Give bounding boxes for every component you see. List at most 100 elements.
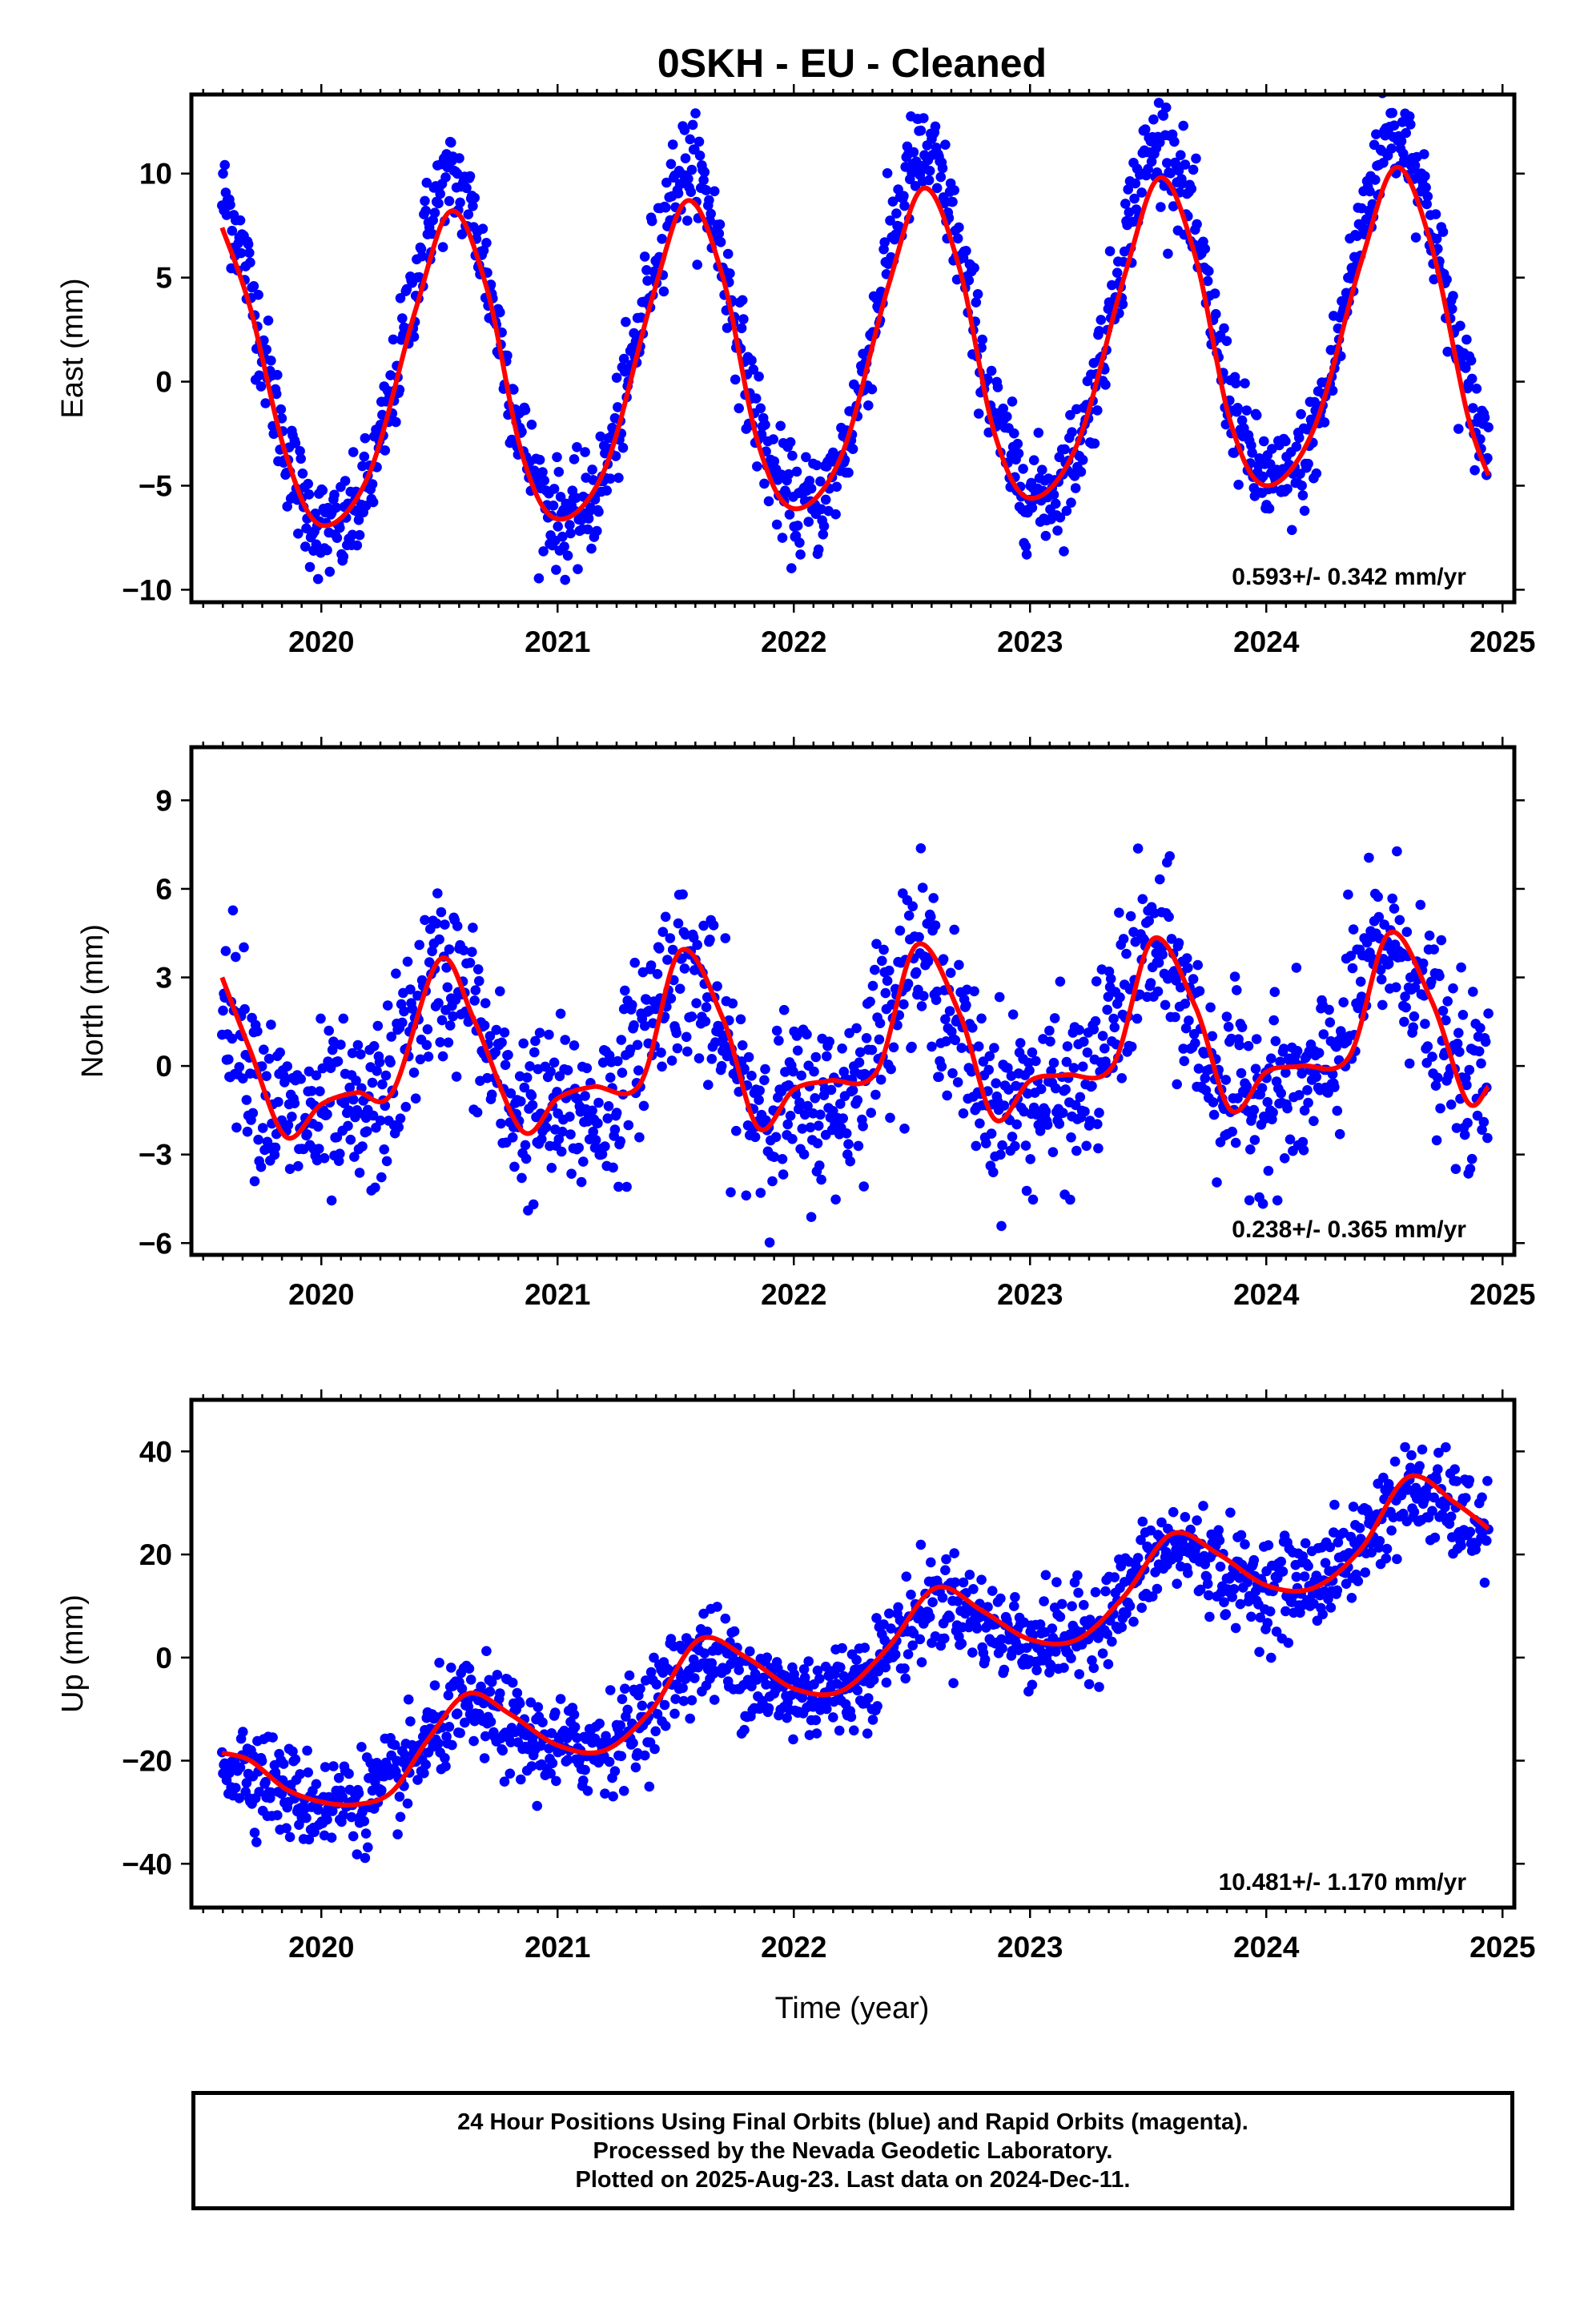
data-point <box>1298 1145 1309 1156</box>
data-point <box>680 153 691 163</box>
data-point <box>672 1043 683 1054</box>
data-point <box>312 573 324 585</box>
data-point <box>625 1044 636 1055</box>
data-point <box>1255 1612 1265 1623</box>
data-point <box>225 199 235 210</box>
data-point <box>754 1095 764 1105</box>
data-point <box>880 987 891 999</box>
data-point <box>588 1126 598 1137</box>
data-point <box>319 1152 330 1164</box>
data-point <box>763 1703 774 1714</box>
data-point <box>348 1831 359 1842</box>
data-point <box>1431 1135 1442 1146</box>
data-point <box>618 1786 629 1796</box>
data-point <box>468 1735 479 1747</box>
data-point <box>1040 1106 1051 1116</box>
data-point <box>660 202 671 213</box>
data-point <box>324 566 336 577</box>
data-point <box>297 468 308 479</box>
data-point <box>881 1677 892 1688</box>
data-point <box>708 920 719 931</box>
data-point <box>394 1791 405 1802</box>
data-point <box>1409 160 1421 171</box>
data-point <box>1479 1578 1490 1588</box>
data-point <box>616 1751 627 1762</box>
data-point <box>615 1720 625 1731</box>
data-point <box>894 221 905 232</box>
data-point <box>1464 1064 1475 1076</box>
y-axis-label: North (mm) <box>76 924 110 1078</box>
data-point <box>1074 1024 1084 1035</box>
data-point <box>810 1715 822 1726</box>
data-point <box>794 1097 805 1108</box>
data-point <box>600 1788 610 1799</box>
data-point <box>255 381 267 392</box>
data-point <box>927 1041 937 1052</box>
data-point <box>505 1088 517 1099</box>
data-point <box>754 371 764 382</box>
data-point <box>629 1020 639 1031</box>
data-point <box>1186 183 1197 195</box>
data-point <box>1404 1058 1415 1069</box>
data-point <box>787 450 798 461</box>
data-point <box>352 1105 363 1116</box>
data-point <box>1145 978 1156 988</box>
data-point <box>687 119 698 131</box>
data-point <box>517 1172 527 1184</box>
data-point <box>1325 1542 1336 1553</box>
data-point <box>377 1079 388 1090</box>
data-point <box>1220 1075 1232 1085</box>
data-point <box>633 1065 644 1076</box>
data-point <box>1097 1648 1108 1659</box>
data-point <box>764 1237 775 1248</box>
data-point <box>778 1004 790 1015</box>
data-point <box>572 442 582 452</box>
data-point <box>934 1072 944 1082</box>
data-point <box>1209 288 1220 299</box>
data-point <box>1184 1015 1194 1026</box>
data-point <box>846 1711 857 1723</box>
data-point <box>1168 1506 1179 1518</box>
data-point <box>835 1099 846 1109</box>
data-point <box>714 1021 726 1032</box>
data-point <box>1104 246 1116 257</box>
data-point <box>1087 1080 1097 1092</box>
data-point <box>950 1577 961 1588</box>
data-point <box>952 1596 963 1606</box>
data-point <box>505 1737 517 1747</box>
data-point <box>964 1570 975 1580</box>
data-point <box>1259 436 1269 447</box>
data-point <box>667 139 678 150</box>
y-axis-label: Up (mm) <box>56 1594 90 1713</box>
data-point <box>1035 1619 1046 1630</box>
data-point <box>851 1023 862 1034</box>
data-point <box>788 1066 798 1077</box>
data-point <box>525 1061 535 1072</box>
data-point <box>219 159 231 171</box>
data-point <box>433 1738 444 1749</box>
data-point <box>652 1709 663 1719</box>
data-point <box>463 209 474 220</box>
data-point <box>983 1064 994 1076</box>
y-tick-label: −6 <box>139 1227 172 1260</box>
data-point <box>547 1758 558 1768</box>
data-point <box>254 1787 265 1797</box>
data-point <box>456 229 468 239</box>
data-point <box>853 1140 864 1152</box>
data-point <box>520 1140 531 1151</box>
data-point <box>885 215 895 226</box>
data-point <box>835 1662 846 1673</box>
data-point <box>304 1834 315 1845</box>
data-point <box>699 167 710 178</box>
data-point <box>947 1068 958 1079</box>
x-tick-label: 2020 <box>288 1931 354 1964</box>
data-point <box>1116 1561 1126 1572</box>
data-point <box>714 228 725 239</box>
data-point <box>1061 505 1072 517</box>
x-tick-label: 2022 <box>761 625 826 658</box>
data-point <box>234 1793 245 1803</box>
data-point <box>899 1663 910 1674</box>
data-point <box>851 1655 862 1666</box>
data-point <box>1381 1553 1392 1564</box>
data-point <box>698 175 709 186</box>
